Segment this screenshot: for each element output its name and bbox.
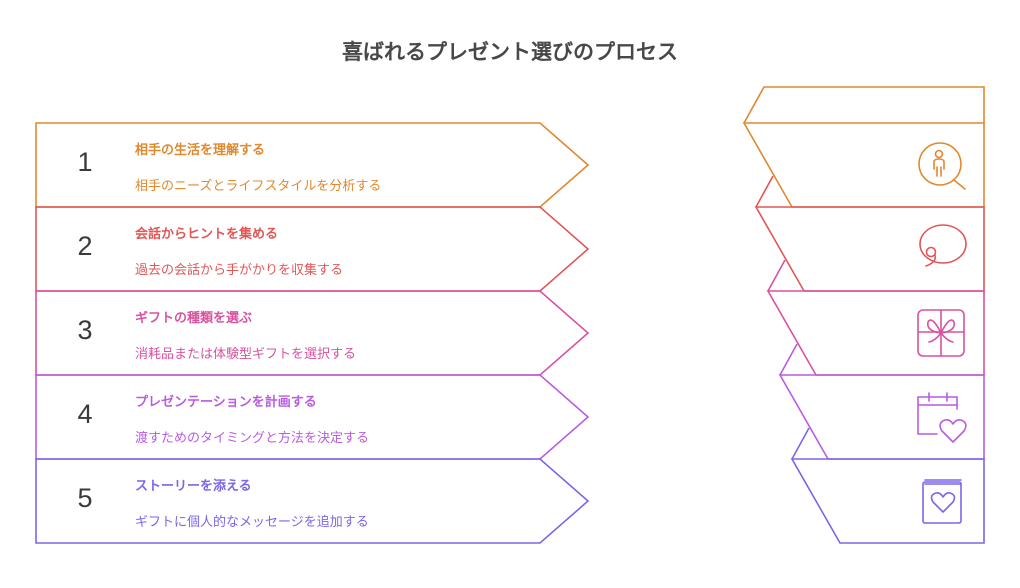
step-number: 3 — [77, 315, 93, 345]
step-heading: ギフトの種類を選ぶ — [135, 311, 253, 326]
step-description: 相手のニーズとライフスタイルを分析する — [135, 179, 382, 194]
gift-box-icon — [917, 309, 965, 357]
step-4 — [35, 374, 985, 460]
step-heading: プレゼンテーションを計画する — [135, 395, 317, 410]
person-search-icon — [918, 142, 966, 190]
step-heading: ストーリーを添える — [135, 479, 252, 494]
step-number: 4 — [77, 399, 93, 429]
step-3 — [35, 290, 985, 376]
ribbon-fold — [791, 427, 810, 460]
step-1 — [35, 122, 985, 208]
step-description: ギフトに個人的なメッセージを追加する — [135, 515, 369, 530]
step-2 — [35, 206, 985, 292]
step-number: 1 — [77, 147, 93, 177]
ribbon-fold — [755, 175, 774, 208]
step-arrow-box — [35, 122, 590, 208]
top-cap — [743, 86, 985, 124]
step-5 — [35, 458, 985, 544]
step-description: 過去の会話から手がかりを収集する — [135, 263, 344, 278]
diagram-title: 喜ばれるプレゼント選びのプロセス — [342, 40, 678, 64]
speech-bubble-icon — [919, 224, 967, 267]
ribbon-band — [742, 122, 985, 208]
step-arrow-box — [35, 290, 590, 376]
step-heading: 会話からヒントを集める — [135, 227, 279, 242]
step-arrow-box — [35, 374, 590, 460]
ribbon-band — [790, 458, 985, 544]
step-arrow-box — [35, 458, 590, 544]
step-number: 5 — [77, 483, 93, 513]
ribbon-band — [766, 290, 985, 376]
ribbon-fold — [767, 259, 786, 292]
calendar-heart-icon — [917, 392, 967, 443]
ribbon-band — [778, 374, 985, 460]
step-description: 消耗品または体験型ギフトを選択する — [135, 347, 357, 362]
step-heading: 相手の生活を理解する — [135, 143, 266, 158]
ribbon-fold — [779, 343, 798, 376]
book-heart-icon — [922, 479, 962, 524]
step-arrow-box — [35, 206, 590, 292]
step-number: 2 — [77, 231, 93, 261]
step-description: 渡すためのタイミングと方法を決定する — [135, 431, 370, 446]
ribbon-band — [754, 206, 985, 292]
